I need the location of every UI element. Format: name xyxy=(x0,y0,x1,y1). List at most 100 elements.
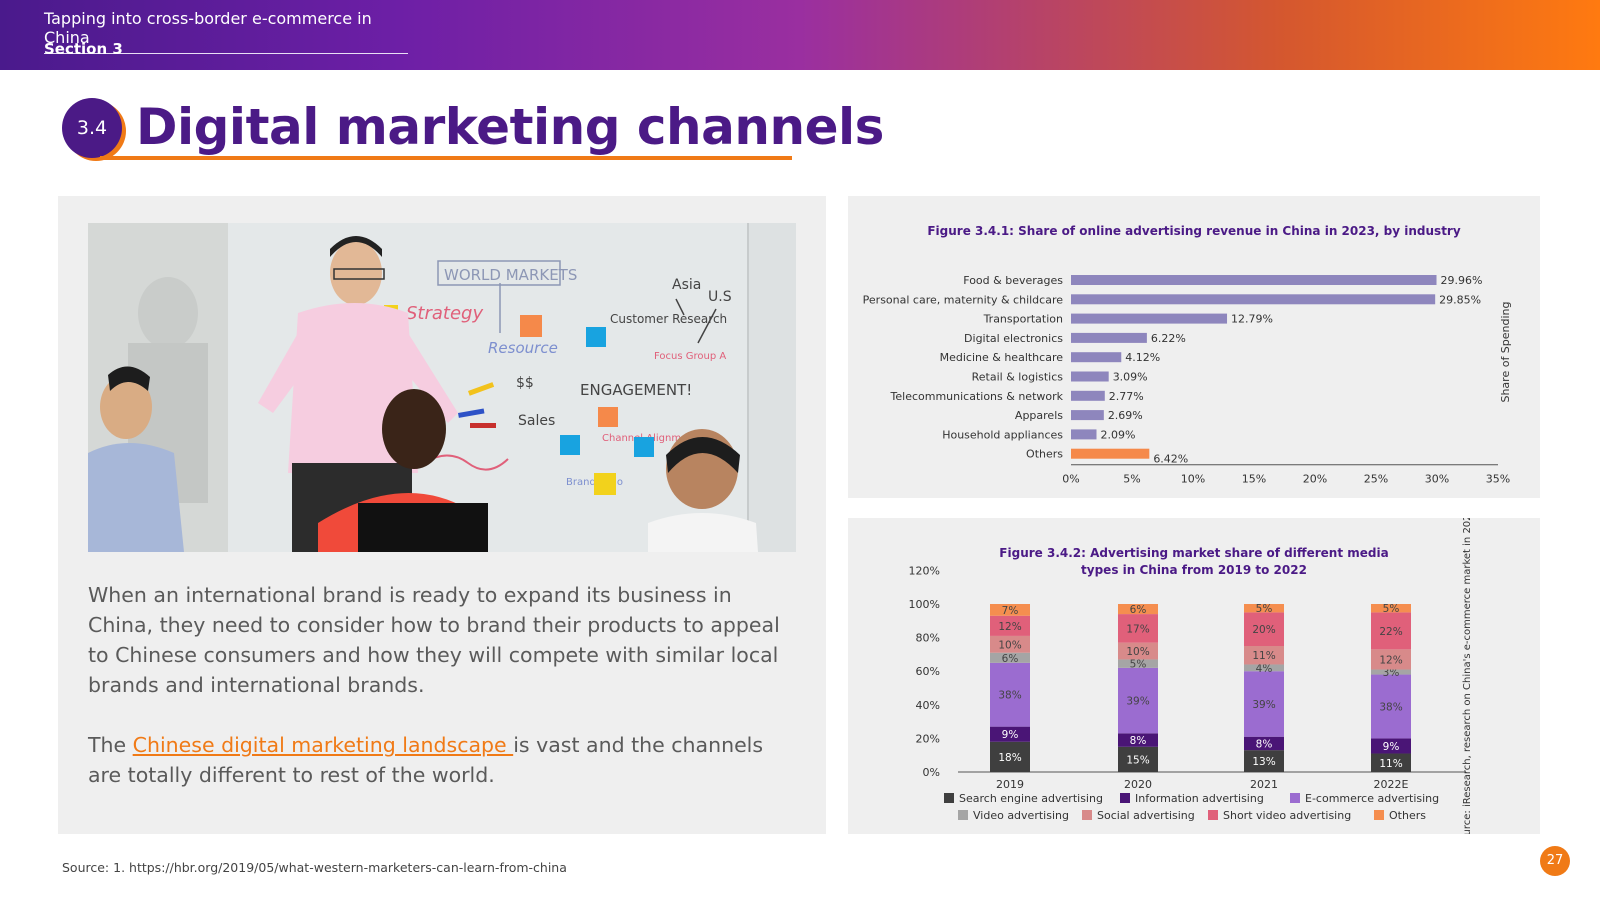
chart1-x-tick: 30% xyxy=(1425,473,1449,486)
chart2-segment-label: 8% xyxy=(1130,735,1147,747)
chart1-x-tick: 5% xyxy=(1123,473,1140,486)
chart2-segment-label: 5% xyxy=(1383,603,1400,615)
chart2-segment xyxy=(990,604,1030,616)
photo-text-sales: Sales xyxy=(518,413,555,429)
chart1-category-label: Retail & logistics xyxy=(972,371,1064,384)
chart2-segment xyxy=(1244,604,1284,613)
chart2-segment xyxy=(1118,733,1158,747)
chart2-title-line-1: Figure 3.4.2: Advertising market share o… xyxy=(999,546,1388,560)
header-bar: Tapping into cross-border e-commerce in … xyxy=(0,0,1600,70)
landscape-paragraph: The Chinese digital marketing landscape … xyxy=(88,730,788,790)
chart2-legend-swatch xyxy=(1208,810,1218,820)
chart2-segment-label: 22% xyxy=(1379,626,1402,638)
page-title: Digital marketing channels xyxy=(136,98,884,156)
chart2-segment-label: 13% xyxy=(1252,756,1275,768)
chart2-legend-swatch xyxy=(1374,810,1384,820)
chart2-legend-label: Video advertising xyxy=(973,809,1069,822)
photo-text-engagement: ENGAGEMENT! xyxy=(580,381,692,399)
chart2-category-label: 2020 xyxy=(1124,778,1152,791)
chart2-category-label: 2021 xyxy=(1250,778,1278,791)
chart2-segment-label: 9% xyxy=(1383,741,1400,753)
chart1-value-label: 2.09% xyxy=(1100,428,1135,441)
chart2-y-tick: 20% xyxy=(916,732,940,745)
intro-paragraph: When an international brand is ready to … xyxy=(88,583,780,697)
chart1-value-label: 29.96% xyxy=(1441,274,1483,287)
section-label: Section 3 xyxy=(44,40,123,58)
meeting-photo: WORLD MARKETS Strategy Asia U.S Customer… xyxy=(88,223,796,552)
media-share-chart: Figure 3.4.2: Advertising market share o… xyxy=(909,508,1473,848)
chart2-segment xyxy=(1371,604,1411,613)
chart2-segment-label: 8% xyxy=(1256,738,1273,750)
chart2-segment-label: 10% xyxy=(998,639,1021,651)
chart1-title: Figure 3.4.1: Share of online advertisin… xyxy=(927,224,1461,238)
chart1-x-tick: 10% xyxy=(1181,473,1205,486)
chart2-segment-label: 11% xyxy=(1379,758,1402,770)
chart2-segment xyxy=(1371,612,1411,650)
chart1-bar xyxy=(1071,410,1104,421)
chart1-value-label: 2.69% xyxy=(1108,409,1143,422)
photo-text-strategy: Strategy xyxy=(406,303,483,324)
chart2-segment-label: 6% xyxy=(1130,604,1147,616)
chart2-segment-label: 7% xyxy=(1002,605,1019,617)
chart2-y-tick: 40% xyxy=(916,699,940,712)
chart2-segment xyxy=(1371,738,1411,754)
chart2-segment xyxy=(1371,674,1411,739)
chart1-bar xyxy=(1071,390,1105,401)
chart1-category-label: Medicine & healthcare xyxy=(940,351,1064,364)
chart2-category-label: 2019 xyxy=(996,778,1024,791)
chart2-segment-label: 6% xyxy=(1002,653,1019,665)
chart1-bar xyxy=(1071,429,1097,440)
chart1-x-tick: 0% xyxy=(1062,473,1079,486)
chart2-segment xyxy=(1244,750,1284,772)
chart1-y-axis-label: Share of Spending xyxy=(1499,301,1512,402)
chart2-segment xyxy=(1371,753,1411,772)
chart2-segment-label: 20% xyxy=(1252,624,1275,636)
chart2-segment-label: 3% xyxy=(1383,667,1400,679)
chart1-x-tick: 25% xyxy=(1364,473,1388,486)
chart1-bar xyxy=(1071,313,1228,324)
chart2-segment xyxy=(1118,746,1158,772)
chart2-y-tick: 60% xyxy=(916,665,940,678)
chart2-segment xyxy=(1244,646,1284,665)
chart2-segment-label: 15% xyxy=(1126,754,1149,766)
chart2-legend-swatch xyxy=(1290,793,1300,803)
chart2-legend-label: Information advertising xyxy=(1135,792,1264,805)
chart2-segment-label: 18% xyxy=(998,752,1021,764)
chart2-segment-label: 17% xyxy=(1126,623,1149,635)
chart1-x-tick: 20% xyxy=(1303,473,1327,486)
chart2-segment xyxy=(990,615,1030,636)
chart1-value-label: 12.79% xyxy=(1231,313,1273,326)
chart1-category-label: Personal care, maternity & childcare xyxy=(863,293,1064,306)
chart2-segment-label: 10% xyxy=(1126,646,1149,658)
chart2-segment xyxy=(990,662,1030,727)
chart1-bar xyxy=(1071,448,1150,459)
chart1-bar xyxy=(1071,332,1147,343)
chart2-legend-swatch xyxy=(1082,810,1092,820)
chart1-bar xyxy=(1071,294,1436,305)
chart2-segment-label: 12% xyxy=(998,621,1021,633)
chart2-legend-label: Others xyxy=(1389,809,1426,822)
heading-underline xyxy=(100,156,792,160)
chart2-segment xyxy=(1371,669,1411,675)
chart-panel-industry: Figure 3.4.1: Share of online advertisin… xyxy=(848,196,1540,498)
digital-marketing-landscape-link[interactable]: Chinese digital marketing landscape xyxy=(132,733,514,757)
chart2-segment xyxy=(990,741,1030,772)
chart1-bar xyxy=(1071,371,1109,382)
photo-text-asia: Asia xyxy=(672,277,701,293)
chart1-category-label: Others xyxy=(1026,448,1063,461)
document-title: Tapping into cross-border e-commerce in … xyxy=(44,9,408,54)
chart2-legend-label: Search engine advertising xyxy=(959,792,1103,805)
section-number-badge: 3.4 xyxy=(62,98,122,158)
photo-text-focus-group: Focus Group A xyxy=(654,351,726,362)
chart2-y-tick: 100% xyxy=(909,598,940,611)
chart2-segment xyxy=(1244,664,1284,672)
chart2-segment xyxy=(1118,642,1158,660)
chart1-category-label: Household appliances xyxy=(942,428,1063,441)
chart2-legend-label: E-commerce advertising xyxy=(1305,792,1439,805)
chart2-category-label: 2022E xyxy=(1374,778,1409,791)
chart1-value-label: 4.12% xyxy=(1125,351,1160,364)
paragraph-suffix: is vast and the channels are totally dif… xyxy=(88,733,764,787)
chart2-segment xyxy=(990,652,1030,663)
photo-text-resource: Resource xyxy=(488,339,558,357)
photo-text-customer-research: Customer Research xyxy=(610,312,727,326)
